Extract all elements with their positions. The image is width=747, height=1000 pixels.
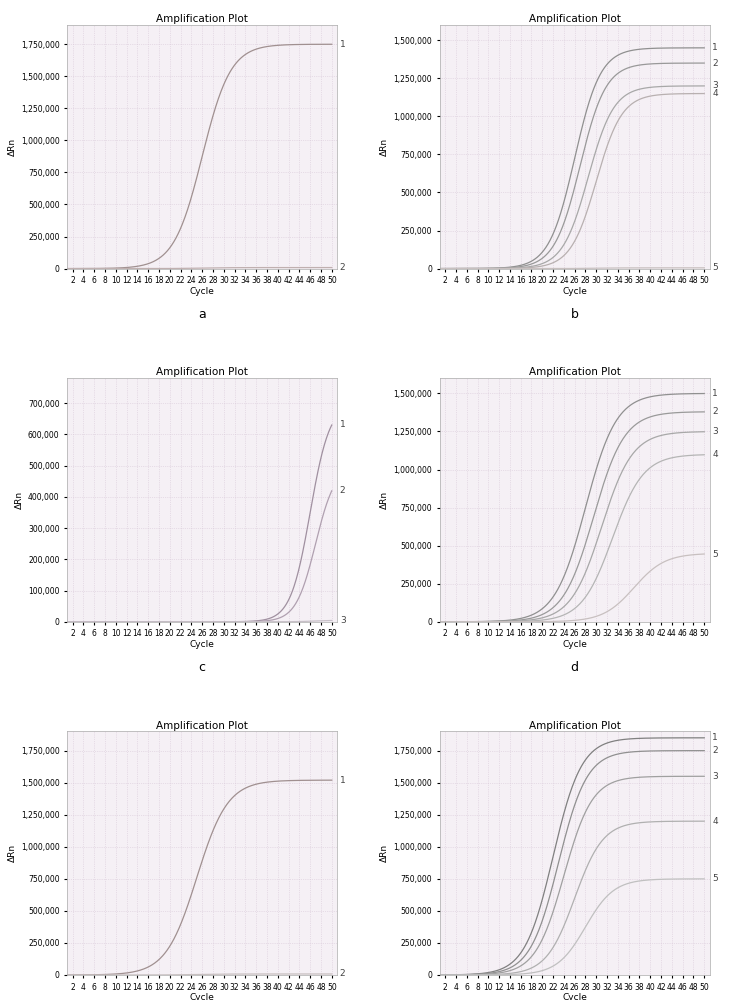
Text: 5: 5 — [713, 550, 718, 559]
Y-axis label: ΔRn: ΔRn — [380, 491, 389, 509]
Text: 4: 4 — [713, 450, 718, 459]
Title: Amplification Plot: Amplification Plot — [156, 721, 248, 731]
Text: b: b — [571, 308, 579, 321]
Text: a: a — [198, 308, 206, 321]
X-axis label: Cycle: Cycle — [562, 287, 587, 296]
Text: 3: 3 — [340, 616, 346, 625]
Y-axis label: ΔRn: ΔRn — [7, 844, 16, 862]
Text: d: d — [571, 661, 579, 674]
Text: 5: 5 — [713, 874, 718, 883]
Text: 4: 4 — [713, 817, 718, 826]
Text: 3: 3 — [713, 81, 718, 90]
Text: 2: 2 — [340, 486, 345, 495]
Y-axis label: ΔRn: ΔRn — [380, 844, 389, 862]
Title: Amplification Plot: Amplification Plot — [156, 367, 248, 377]
Text: 2: 2 — [713, 746, 718, 755]
Title: Amplification Plot: Amplification Plot — [156, 14, 248, 24]
Y-axis label: ΔRn: ΔRn — [380, 138, 389, 156]
Text: c: c — [199, 661, 205, 674]
Y-axis label: ΔRn: ΔRn — [15, 491, 24, 509]
X-axis label: Cycle: Cycle — [562, 993, 587, 1000]
Text: 1: 1 — [340, 776, 346, 785]
X-axis label: Cycle: Cycle — [190, 287, 214, 296]
Title: Amplification Plot: Amplification Plot — [529, 721, 621, 731]
Text: 1: 1 — [340, 40, 346, 49]
Text: 1: 1 — [713, 389, 718, 398]
Y-axis label: ΔRn: ΔRn — [7, 138, 16, 156]
Title: Amplification Plot: Amplification Plot — [529, 367, 621, 377]
X-axis label: Cycle: Cycle — [190, 993, 214, 1000]
Title: Amplification Plot: Amplification Plot — [529, 14, 621, 24]
Text: 2: 2 — [713, 59, 718, 68]
Text: 1: 1 — [713, 43, 718, 52]
Text: 1: 1 — [713, 733, 718, 742]
X-axis label: Cycle: Cycle — [190, 640, 214, 649]
Text: 2: 2 — [713, 407, 718, 416]
Text: 5: 5 — [713, 263, 718, 272]
Text: 4: 4 — [713, 89, 718, 98]
Text: 2: 2 — [340, 969, 345, 978]
Text: 3: 3 — [713, 772, 718, 781]
X-axis label: Cycle: Cycle — [562, 640, 587, 649]
Text: 3: 3 — [713, 427, 718, 436]
Text: 2: 2 — [340, 263, 345, 272]
Text: 1: 1 — [340, 420, 346, 429]
